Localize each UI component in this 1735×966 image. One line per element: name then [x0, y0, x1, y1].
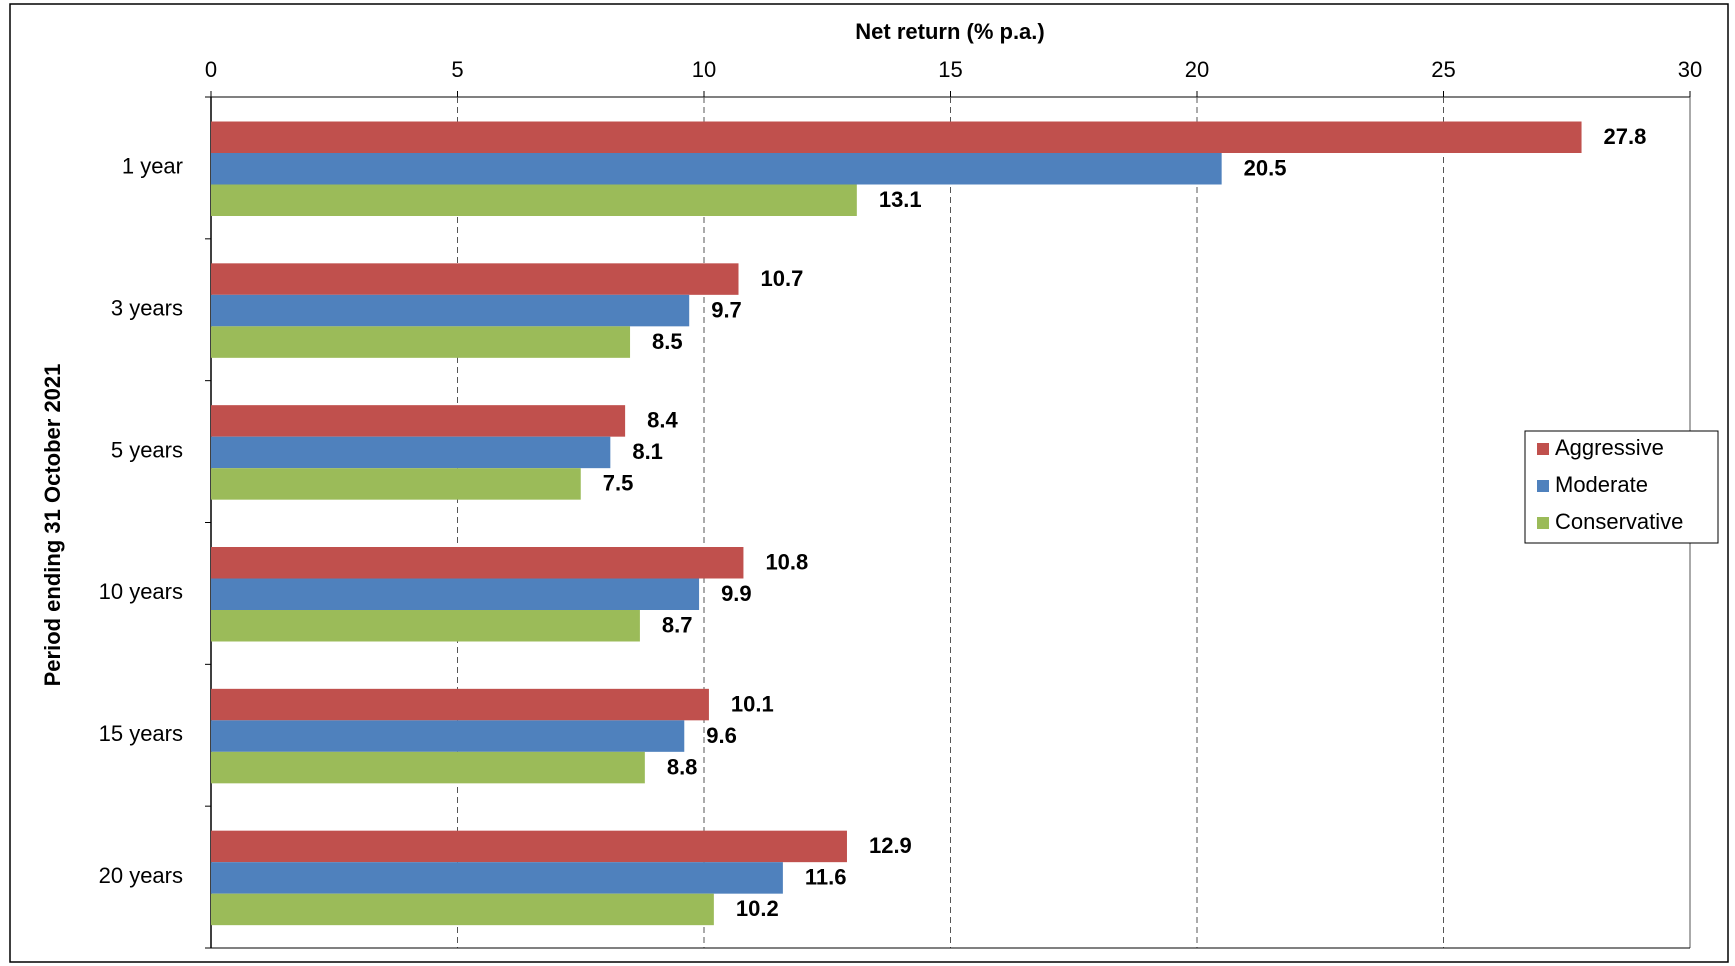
- data-label: 10.7: [761, 266, 804, 291]
- data-label: 9.9: [721, 581, 752, 606]
- data-label: 8.4: [647, 408, 678, 433]
- chart-title: Net return (% p.a.): [855, 19, 1044, 44]
- bar: [211, 688, 709, 721]
- data-label: 9.7: [711, 297, 742, 322]
- data-label: 8.7: [662, 613, 693, 638]
- data-label: 11.6: [805, 865, 847, 890]
- bar: [211, 720, 685, 752]
- data-label: 10.1: [731, 691, 774, 716]
- data-label: 10.2: [736, 896, 779, 921]
- x-tick-label: 5: [451, 57, 463, 82]
- bar: [211, 263, 739, 295]
- bar: [211, 184, 857, 216]
- bar: [211, 610, 640, 642]
- bar: [211, 893, 714, 926]
- bar: [211, 121, 1582, 153]
- bar: [211, 578, 700, 610]
- x-tick-label: 15: [938, 57, 962, 82]
- y-tick-label: 15 years: [99, 721, 183, 746]
- bar: [211, 405, 626, 437]
- bar: [211, 830, 847, 863]
- x-tick-label: 25: [1431, 57, 1455, 82]
- bar: [211, 294, 690, 327]
- x-tick-label: 20: [1185, 57, 1209, 82]
- bar: [211, 751, 645, 784]
- data-label: 8.5: [652, 329, 683, 354]
- bar: [211, 862, 783, 894]
- legend-swatch: [1537, 443, 1549, 455]
- legend-label: Aggressive: [1555, 435, 1664, 460]
- data-label: 27.8: [1604, 124, 1647, 149]
- y-axis-label: Period ending 31 October 2021: [40, 364, 65, 687]
- legend-swatch: [1537, 517, 1549, 529]
- y-tick-label: 1 year: [122, 154, 183, 179]
- y-tick-label: 20 years: [99, 863, 183, 888]
- data-label: 13.1: [879, 187, 922, 212]
- data-label: 9.6: [706, 723, 737, 748]
- legend-label: Moderate: [1555, 472, 1648, 497]
- legend-label: Conservative: [1555, 509, 1683, 534]
- y-tick-label: 5 years: [111, 437, 183, 462]
- x-tick-label: 0: [205, 57, 217, 82]
- x-tick-label: 10: [692, 57, 716, 82]
- y-tick-label: 3 years: [111, 296, 183, 321]
- bar: [211, 326, 631, 358]
- legend-swatch: [1537, 480, 1549, 492]
- data-label: 8.1: [632, 439, 663, 464]
- bar: [211, 468, 581, 500]
- y-tick-label: 10 years: [99, 579, 183, 604]
- bar: [211, 547, 744, 579]
- data-label: 20.5: [1244, 156, 1287, 181]
- data-label: 8.8: [667, 754, 698, 779]
- data-label: 7.5: [603, 471, 634, 496]
- x-tick-label: 30: [1678, 57, 1702, 82]
- bar: [211, 436, 611, 469]
- bar: [211, 153, 1222, 185]
- data-label: 10.8: [765, 550, 808, 575]
- legend-box: [1524, 430, 1719, 544]
- data-label: 12.9: [869, 833, 912, 858]
